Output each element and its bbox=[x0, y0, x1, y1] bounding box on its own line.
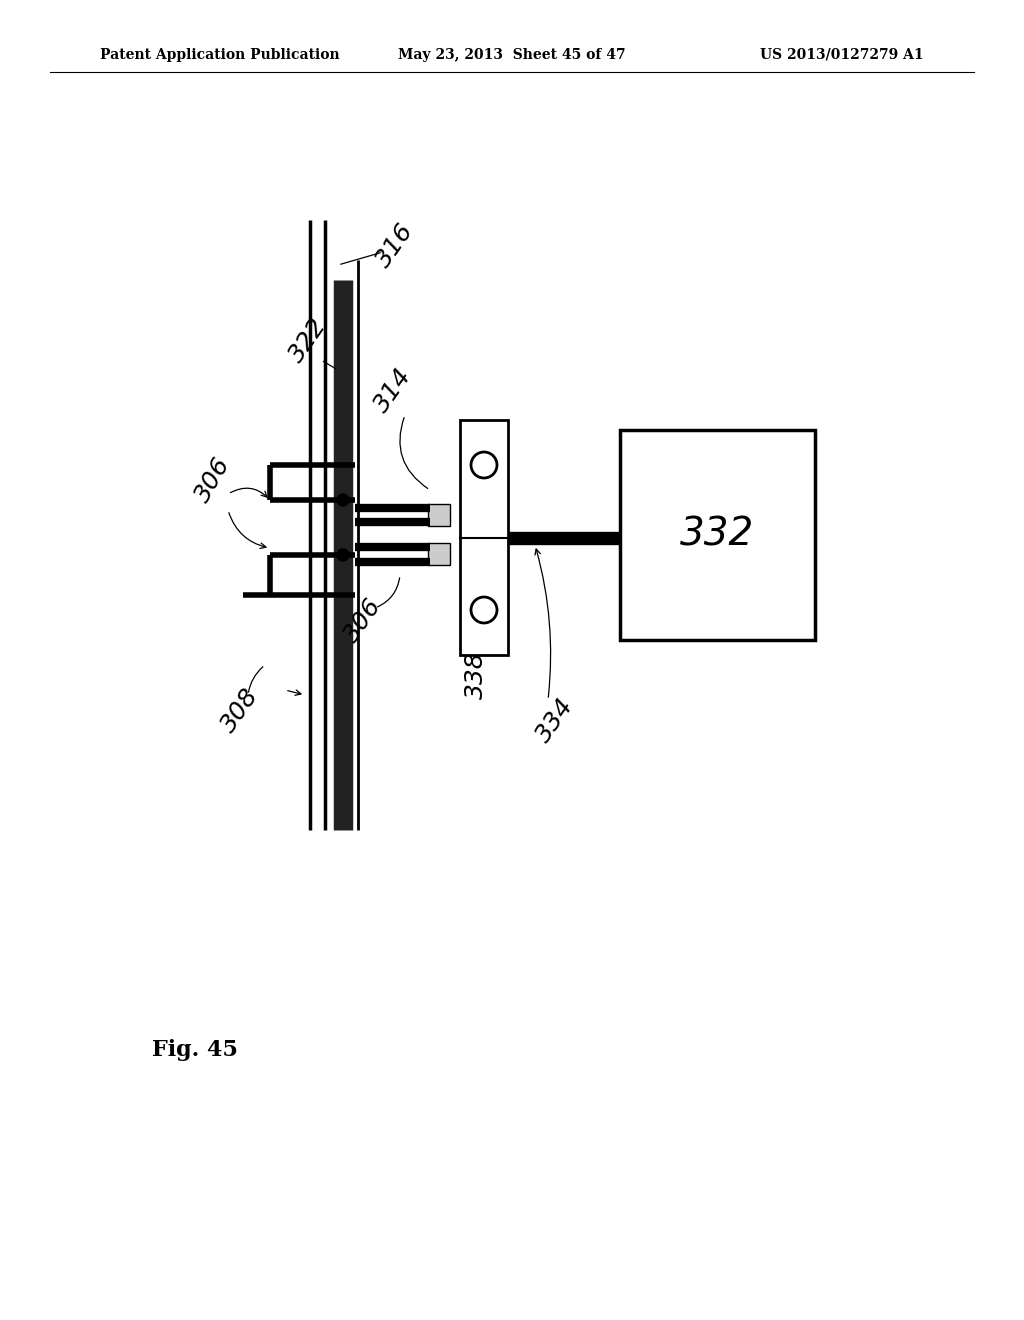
Text: 306: 306 bbox=[340, 594, 386, 647]
Text: 316: 316 bbox=[372, 219, 419, 272]
Text: Fig. 45: Fig. 45 bbox=[152, 1039, 238, 1061]
Text: 338: 338 bbox=[464, 651, 488, 698]
Text: 306: 306 bbox=[190, 453, 236, 507]
Text: US 2013/0127279 A1: US 2013/0127279 A1 bbox=[761, 48, 924, 62]
Text: 314: 314 bbox=[370, 363, 417, 416]
Bar bbox=[620, 430, 815, 640]
Text: May 23, 2013  Sheet 45 of 47: May 23, 2013 Sheet 45 of 47 bbox=[398, 48, 626, 62]
Bar bbox=[428, 543, 450, 565]
Circle shape bbox=[337, 549, 349, 561]
Bar bbox=[460, 420, 508, 655]
Text: 334: 334 bbox=[531, 693, 579, 746]
Text: Patent Application Publication: Patent Application Publication bbox=[100, 48, 340, 62]
Text: 322: 322 bbox=[285, 314, 332, 367]
Bar bbox=[428, 504, 450, 525]
Circle shape bbox=[337, 494, 349, 506]
Text: 332: 332 bbox=[680, 516, 755, 554]
Text: 308: 308 bbox=[216, 684, 263, 737]
